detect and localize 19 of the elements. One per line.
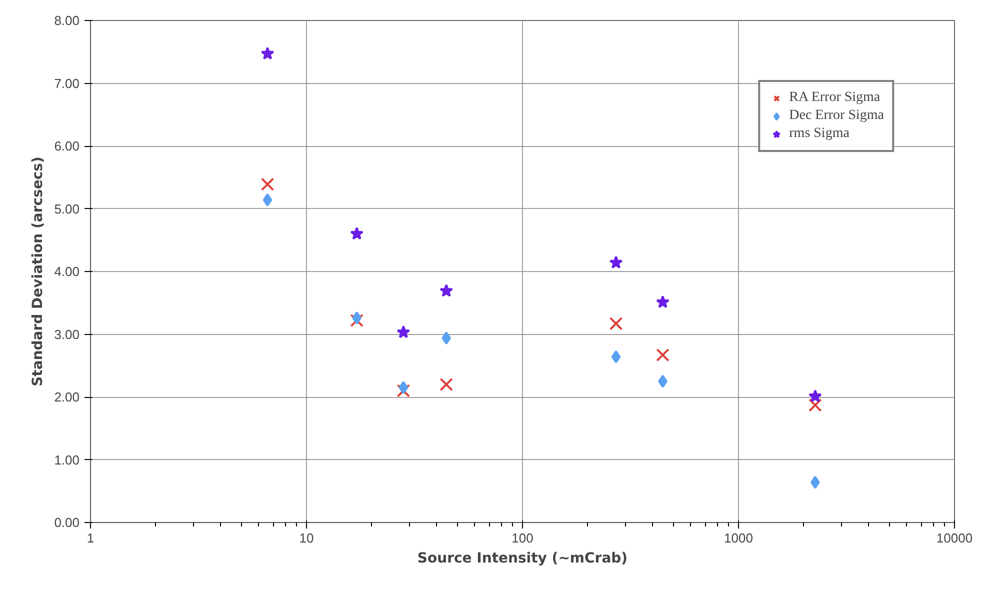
legend-label: rms Sigma bbox=[789, 126, 850, 142]
legend-label: Dec Error Sigma bbox=[789, 108, 884, 124]
y-tick-label: 8.00 bbox=[54, 13, 80, 28]
legend-label: RA Error Sigma bbox=[789, 90, 880, 106]
y-tick-label: 7.00 bbox=[54, 76, 80, 91]
y-tick-label: 1.00 bbox=[54, 452, 80, 468]
x-tick-label: 1 bbox=[86, 530, 94, 546]
x-tick-label: 100 bbox=[512, 530, 534, 546]
y-tick-label: 6.00 bbox=[54, 138, 80, 154]
x-tick-label: 10000 bbox=[936, 530, 973, 546]
y-tick-label: 4.00 bbox=[54, 264, 80, 279]
y-axis-title: Standard Deviation (arcsecs) bbox=[30, 156, 46, 386]
y-tick-label: 3.00 bbox=[54, 326, 80, 342]
y-tick-label: 0.00 bbox=[54, 515, 80, 530]
x-tick-label: 10 bbox=[299, 530, 314, 546]
y-tick-label: 2.00 bbox=[54, 390, 80, 404]
x-axis-title: Source Intensity (~mCrab) bbox=[417, 550, 628, 566]
y-tick-label: 5.00 bbox=[54, 201, 80, 216]
x-tick-label: 1000 bbox=[724, 530, 753, 546]
